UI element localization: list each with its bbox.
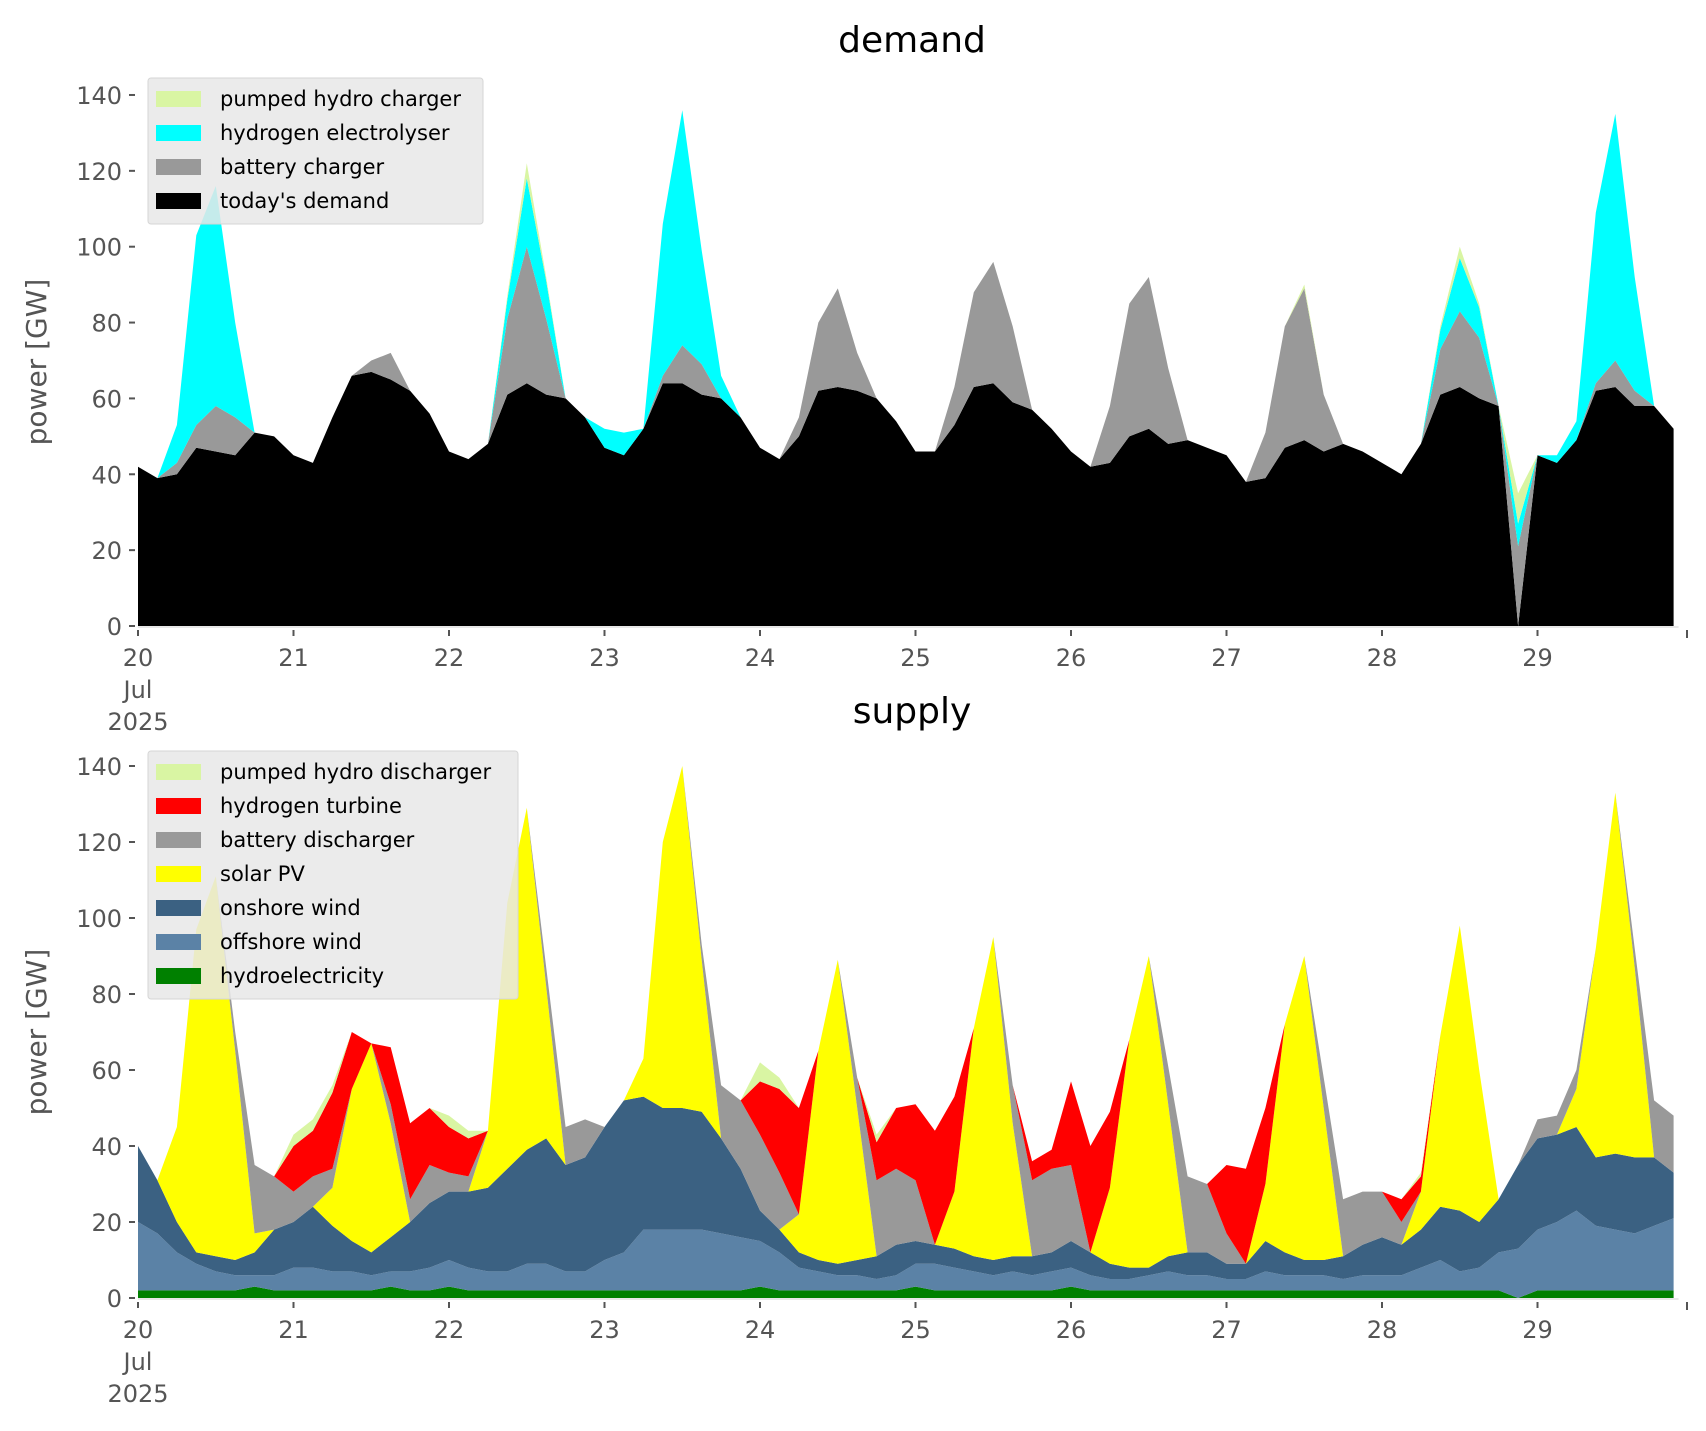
area-solar-pv: [138, 766, 1674, 1268]
x-tick-label: 22: [434, 644, 465, 672]
y-tick-label: 40: [91, 461, 122, 489]
y-tick-label: 20: [91, 1209, 122, 1237]
legend-label-battery-discharger: battery discharger: [220, 828, 415, 852]
supply-areas: [138, 766, 1674, 1298]
x-tick-label: 21: [278, 1316, 309, 1344]
legend-swatch-pumped-hydro-charger: [156, 91, 201, 107]
legend-label-today-s-demand: today's demand: [220, 189, 389, 213]
x-tick-label: 26: [1056, 644, 1087, 672]
x-tick-label: 26: [1056, 1316, 1087, 1344]
legend-box: [147, 77, 484, 225]
legend-label-hydrogen-electrolyser: hydrogen electrolyser: [220, 121, 450, 145]
x-tick-label: 29: [1522, 644, 1553, 672]
x-tick-label: 2025: [107, 708, 168, 736]
demand-y-axis-label: power [GW]: [20, 279, 53, 446]
y-tick-label: 120: [76, 829, 122, 857]
y-tick-label: 140: [76, 82, 122, 110]
x-tick-label: 21: [278, 644, 309, 672]
y-tick-label: 80: [91, 310, 122, 338]
legend-swatch-onshore-wind: [156, 900, 201, 916]
x-tick-label: 2025: [107, 1380, 168, 1408]
area-offshore-wind: [138, 1210, 1674, 1298]
x-tick-label: 28: [1367, 1316, 1398, 1344]
y-tick-label: 80: [91, 981, 122, 1009]
y-tick-label: 0: [107, 1285, 122, 1313]
area-battery-charger: [138, 246, 1674, 626]
x-tick-label: 27: [1211, 644, 1242, 672]
legend-swatch-offshore-wind: [156, 934, 201, 950]
area-hydroelectricity: [138, 1286, 1674, 1298]
x-tick-label: 24: [745, 644, 776, 672]
area-hydrogen-electrolyser: [138, 110, 1674, 547]
y-tick-label: 140: [76, 753, 122, 781]
area-battery-discharger: [138, 766, 1674, 1264]
legend-box: [147, 750, 519, 1000]
legend-swatch-hydrogen-turbine: [156, 798, 201, 814]
supply-y-axis-label: power [GW]: [20, 949, 53, 1116]
y-tick-label: 40: [91, 1133, 122, 1161]
legend-label-solar-pv: solar PV: [220, 862, 305, 886]
x-tick-label: Jul: [122, 676, 153, 704]
legend-label-onshore-wind: onshore wind: [220, 896, 361, 920]
legend-label-offshore-wind: offshore wind: [220, 930, 362, 954]
supply-title: supply: [853, 691, 972, 732]
x-tick-label: 25: [900, 644, 931, 672]
y-tick-label: 20: [91, 537, 122, 565]
x-tick-label: 27: [1211, 1316, 1242, 1344]
legend-swatch-today-s-demand: [156, 193, 201, 209]
legend-swatch-battery-charger: [156, 159, 201, 175]
x-tick-label: 25: [900, 1316, 931, 1344]
y-tick-label: 100: [76, 234, 122, 262]
x-tick-label: 20: [123, 1316, 154, 1344]
legend-label-hydrogen-turbine: hydrogen turbine: [220, 794, 402, 818]
demand-areas: [138, 110, 1674, 626]
y-tick-label: 0: [107, 613, 122, 641]
y-tick-label: 60: [91, 1057, 122, 1085]
area-hydrogen-turbine: [138, 766, 1674, 1264]
legend-swatch-solar-pv: [156, 866, 201, 882]
x-tick-label: 20: [123, 644, 154, 672]
demand-legend: pumped hydro charger hydrogen electrolyse…: [147, 77, 484, 225]
y-tick-label: 60: [91, 385, 122, 413]
x-tick-label: 22: [434, 1316, 465, 1344]
area-today-s-demand: [138, 371, 1674, 626]
x-tick-label: 28: [1367, 644, 1398, 672]
x-tick-label: 24: [745, 1316, 776, 1344]
legend-swatch-hydroelectricity: [156, 968, 201, 984]
x-tick-label: 23: [589, 644, 620, 672]
y-tick-label: 120: [76, 158, 122, 186]
x-tick-label: 23: [589, 1316, 620, 1344]
area-onshore-wind: [138, 1096, 1674, 1279]
legend-label-pumped-hydro-charger: pumped hydro charger: [220, 87, 461, 111]
legend-swatch-battery-discharger: [156, 832, 201, 848]
x-tick-label: 29: [1522, 1316, 1553, 1344]
demand-title: demand: [838, 20, 986, 61]
legend-label-pumped-hydro-discharger: pumped hydro discharger: [220, 760, 491, 784]
legend-swatch-pumped-hydro-discharger: [156, 764, 201, 780]
y-tick-label: 100: [76, 905, 122, 933]
legend-label-hydroelectricity: hydroelectricity: [220, 964, 384, 988]
x-tick-label: Jul: [122, 1348, 153, 1376]
legend-swatch-hydrogen-electrolyser: [156, 125, 201, 141]
supply-legend: pumped hydro discharger hydrogen turbine b…: [147, 750, 519, 1000]
legend-label-battery-charger: battery charger: [220, 155, 385, 179]
